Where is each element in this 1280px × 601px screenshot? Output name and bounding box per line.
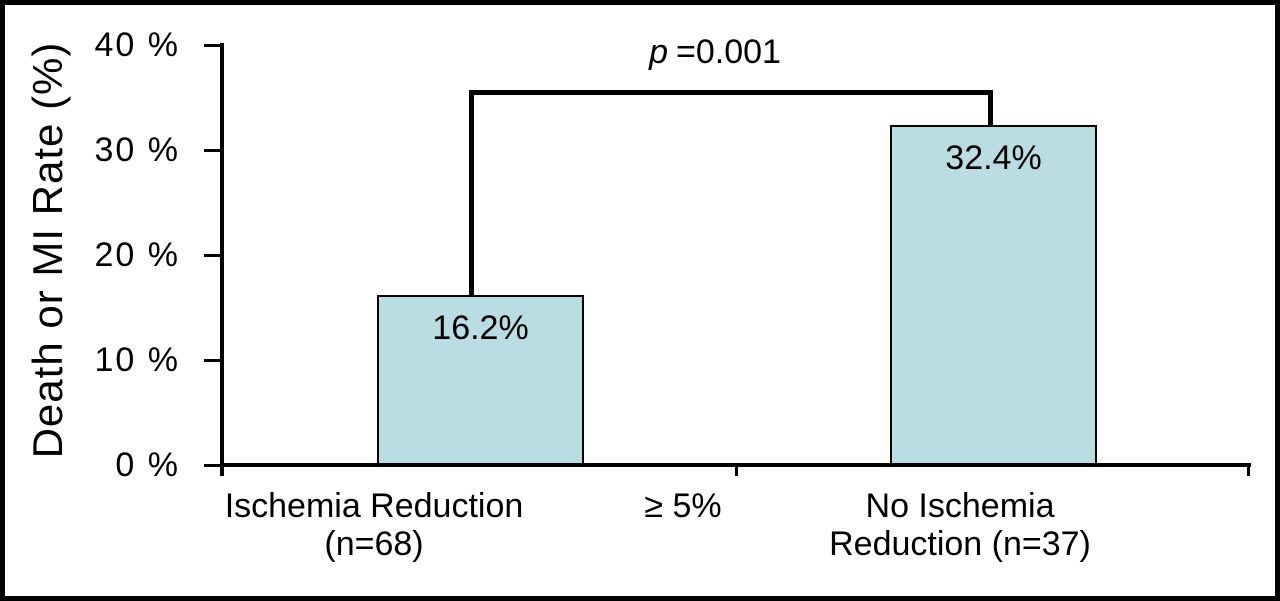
y-tick-label-0: 0 % xyxy=(115,446,180,484)
y-tick-label-30: 30 % xyxy=(94,131,180,169)
x-category-label-threshold: ≥ 5% xyxy=(644,487,722,525)
bar-value-label: 16.2% xyxy=(432,309,529,347)
x-category-label-ischemia-reduction: Ischemia Reduction (n=68) xyxy=(174,487,574,563)
category-label-line2: (n=68) xyxy=(324,525,424,563)
p-value-text: =0.001 xyxy=(675,33,781,71)
y-tick-mark xyxy=(204,254,220,257)
x-tick-mark xyxy=(735,463,738,476)
x-tick-mark xyxy=(1247,463,1250,476)
significance-bracket-top xyxy=(469,90,993,95)
y-tick-mark xyxy=(204,464,220,467)
significance-bracket-right-leg xyxy=(988,90,993,125)
bar-no-ischemia-reduction: 32.4% xyxy=(890,125,1097,465)
x-tick-mark xyxy=(220,463,224,476)
category-label-line1: Ischemia Reduction xyxy=(224,487,524,525)
x-category-label-no-ischemia-reduction: No Ischemia Reduction (n=37) xyxy=(760,487,1160,563)
y-tick-label-10: 10 % xyxy=(94,341,180,379)
p-symbol: p xyxy=(649,33,668,71)
y-tick-label-20: 20 % xyxy=(94,236,180,274)
y-tick-mark xyxy=(204,44,220,47)
bar-ischemia-reduction: 16.2% xyxy=(377,295,584,465)
bar-value-label: 32.4% xyxy=(945,139,1042,177)
y-tick-label-40: 40 % xyxy=(94,26,180,64)
y-tick-mark xyxy=(204,149,220,152)
category-label-line2: Reduction (n=37) xyxy=(829,525,1091,563)
y-tick-mark xyxy=(204,359,220,362)
y-axis-line xyxy=(220,43,224,467)
category-label-line1: No Ischemia xyxy=(865,487,1055,525)
significance-bracket-left-leg xyxy=(469,90,474,295)
p-value-label: p =0.001 xyxy=(565,33,865,72)
